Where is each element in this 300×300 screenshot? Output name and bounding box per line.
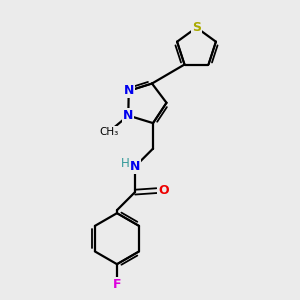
Text: H: H bbox=[121, 157, 130, 169]
Text: CH₃: CH₃ bbox=[99, 127, 118, 137]
Text: F: F bbox=[113, 278, 121, 291]
Text: O: O bbox=[158, 184, 169, 197]
Text: N: N bbox=[123, 109, 134, 122]
Text: N: N bbox=[124, 84, 134, 98]
Text: N: N bbox=[130, 160, 140, 173]
Text: S: S bbox=[192, 21, 201, 34]
